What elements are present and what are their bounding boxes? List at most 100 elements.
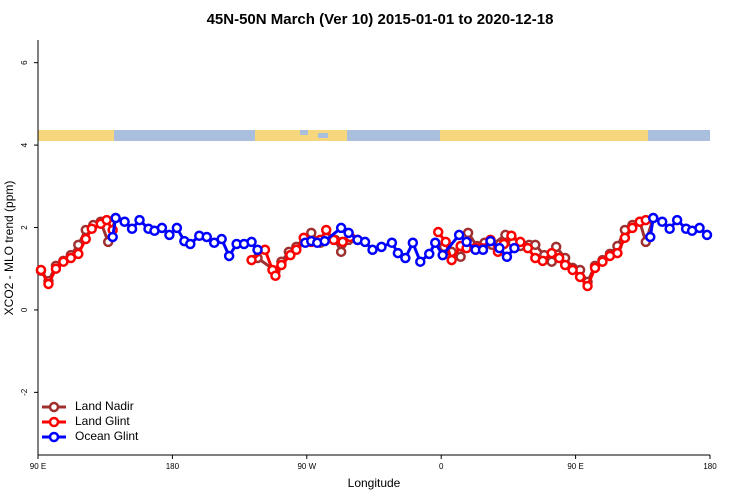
data-point: [485, 235, 496, 247]
data-point: [35, 264, 47, 276]
data-point: [291, 244, 302, 256]
data-point: [455, 251, 466, 263]
data-point: [101, 214, 112, 226]
data-point: [522, 242, 534, 254]
data-point: [664, 223, 675, 234]
data-point: [335, 246, 347, 258]
data-point: [107, 231, 118, 243]
data-point: [246, 254, 257, 266]
legend-item: Ocean Glint: [42, 429, 139, 443]
data-point: [694, 222, 705, 234]
data-point: [515, 236, 526, 248]
data-point: [446, 254, 457, 266]
data-point: [462, 227, 474, 239]
land-band: [255, 130, 347, 141]
data-point: [627, 222, 638, 234]
data-point: [367, 244, 378, 256]
data-point: [392, 247, 404, 259]
data-point: [110, 212, 121, 224]
y-tick-label: 0: [20, 307, 29, 312]
data-point: [461, 236, 472, 248]
data-point: [582, 280, 593, 292]
data-point: [453, 229, 465, 241]
data-point: [574, 271, 586, 283]
data-point: [270, 270, 281, 281]
data-point: [400, 252, 411, 264]
data-point: [201, 231, 212, 243]
data-point: [246, 236, 257, 248]
y-tick-label: -2: [20, 388, 29, 396]
x-tick-label: 180: [703, 462, 717, 471]
data-point: [171, 222, 183, 234]
data-point: [546, 247, 557, 259]
data-point: [156, 222, 168, 234]
lake: [318, 133, 328, 138]
y-tick-label: 2: [20, 225, 29, 230]
data-point: [407, 237, 419, 249]
data-point: [648, 212, 659, 224]
data-point: [506, 230, 517, 242]
data-point: [73, 248, 84, 260]
data-point: [619, 232, 631, 244]
legend-marker: [48, 401, 60, 413]
data-point: [701, 229, 713, 241]
land-ocean-strip: [38, 130, 710, 141]
data-point: [65, 252, 77, 264]
data-point: [537, 255, 548, 267]
legend-label: Land Nadir: [75, 399, 134, 413]
legend-marker: [48, 431, 60, 443]
y-tick-label: 4: [20, 142, 29, 147]
data-point: [319, 235, 330, 247]
data-point: [440, 236, 451, 248]
legend-item: Land Nadir: [42, 399, 134, 413]
chart-title: 45N-50N March (Ver 10) 2015-01-01 to 202…: [207, 11, 554, 28]
data-point: [185, 238, 196, 250]
data-point: [252, 244, 263, 256]
data-point: [43, 278, 54, 290]
data-point: [567, 264, 578, 276]
data-point: [432, 226, 444, 238]
data-point: [559, 259, 571, 271]
data-point: [223, 250, 235, 262]
data-point: [437, 249, 448, 261]
x-tick-label: 0: [439, 462, 444, 471]
ocean-band: [38, 130, 710, 141]
data-point: [415, 256, 426, 267]
land-band: [440, 130, 648, 141]
y-axis-label: XCO2 - MLO trend (ppm): [2, 181, 16, 316]
data-point: [119, 216, 130, 227]
x-tick-label: 90 E: [567, 462, 583, 471]
land-band: [38, 130, 114, 141]
legend-label: Land Glint: [75, 414, 130, 428]
data-point: [337, 236, 348, 248]
data-point: [671, 214, 683, 226]
data-point: [126, 223, 138, 234]
x-tick-label: 180: [166, 462, 180, 471]
data-point: [276, 259, 287, 271]
data-point: [386, 237, 398, 249]
data-point: [80, 233, 92, 245]
data-point: [597, 256, 608, 267]
data-point: [359, 236, 371, 248]
data-point: [376, 241, 387, 253]
data-point: [612, 247, 623, 259]
x-tick-label: 90 E: [30, 462, 46, 471]
data-point: [509, 242, 520, 254]
data-point: [335, 222, 347, 234]
data-point: [589, 262, 601, 274]
data-point: [50, 263, 62, 274]
data-point: [494, 242, 505, 254]
data-point: [134, 214, 145, 226]
data-point: [553, 252, 565, 264]
legend-label: Ocean Glint: [75, 429, 139, 443]
data-point: [164, 229, 175, 241]
data-point: [501, 251, 513, 263]
data-point: [320, 224, 332, 236]
y-tick-label: 6: [20, 60, 29, 65]
data-point: [645, 231, 656, 243]
x-axis-label: Longitude: [348, 476, 401, 490]
data-point: [656, 216, 668, 227]
data-point: [477, 244, 489, 256]
